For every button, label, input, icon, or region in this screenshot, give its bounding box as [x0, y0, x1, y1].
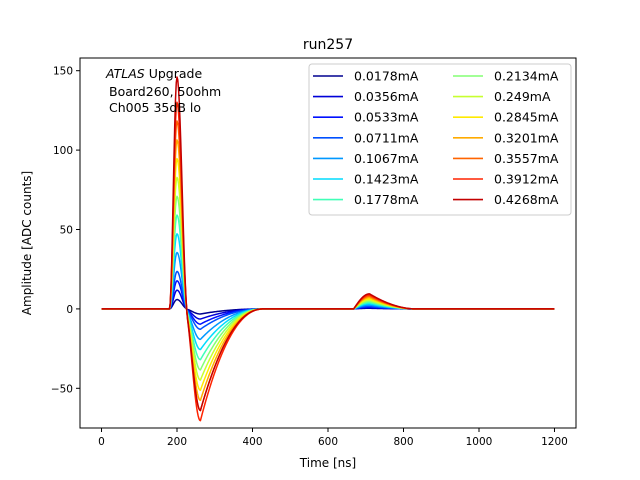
y-tick-label: −50: [51, 383, 73, 395]
x-tick-label: 1000: [466, 436, 493, 448]
legend-label: 0.1067mA: [354, 151, 419, 166]
legend-box: [308, 63, 572, 216]
x-axis-label: Time [ns]: [299, 456, 356, 470]
x-tick-label: 0: [98, 436, 105, 448]
legend-label: 0.2134mA: [494, 69, 559, 84]
x-tick-label: 200: [167, 436, 187, 448]
legend-label: 0.1778mA: [354, 192, 419, 207]
legend-label: 0.3912mA: [494, 172, 559, 187]
atlas-annotation: ATLAS Upgrade Board260, 50ohm Ch005 35dB…: [105, 66, 221, 115]
legend-label: 0.0533mA: [354, 110, 419, 125]
legend-label: 0.3557mA: [494, 151, 559, 166]
legend-label: 0.4268mA: [494, 192, 559, 207]
legend-label: 0.2845mA: [494, 110, 559, 125]
legend-label: 0.0711mA: [354, 130, 419, 145]
y-axis: −50 0 50 100 150: [51, 66, 80, 395]
y-tick-label: 0: [66, 304, 73, 316]
legend: 0.0178mA 0.0356mA 0.0533mA 0.0711mA 0.1067mA…: [308, 63, 572, 216]
y-tick-label: 100: [53, 145, 73, 157]
y-tick-label: 150: [53, 66, 73, 78]
series-line: [101, 76, 555, 412]
plot-area: [101, 76, 555, 422]
legend-label: 0.3201mA: [494, 130, 559, 145]
x-tick-label: 800: [393, 436, 413, 448]
atlas-upgrade: Upgrade: [145, 66, 203, 81]
legend-label: 0.1423mA: [354, 172, 419, 187]
legend-label: 0.0178mA: [354, 69, 419, 84]
x-tick-label: 600: [318, 436, 338, 448]
x-tick-label: 1200: [541, 436, 568, 448]
x-tick-label: 400: [242, 436, 262, 448]
atlas-line-3: Ch005 35dB lo: [109, 100, 201, 115]
legend-label: 0.0356mA: [354, 89, 419, 104]
y-axis-label: Amplitude [ADC counts]: [20, 171, 34, 315]
series-layer: [101, 76, 555, 422]
y-tick-label: 50: [60, 225, 73, 237]
x-axis: 0 200 400 600 800 1000 1200: [98, 428, 568, 448]
chart-title: run257: [303, 37, 353, 53]
atlas-line-2: Board260, 50ohm: [109, 84, 221, 99]
atlas-italic: ATLAS: [105, 66, 145, 81]
atlas-line-1: ATLAS Upgrade: [105, 66, 202, 81]
legend-label: 0.249mA: [494, 89, 551, 104]
